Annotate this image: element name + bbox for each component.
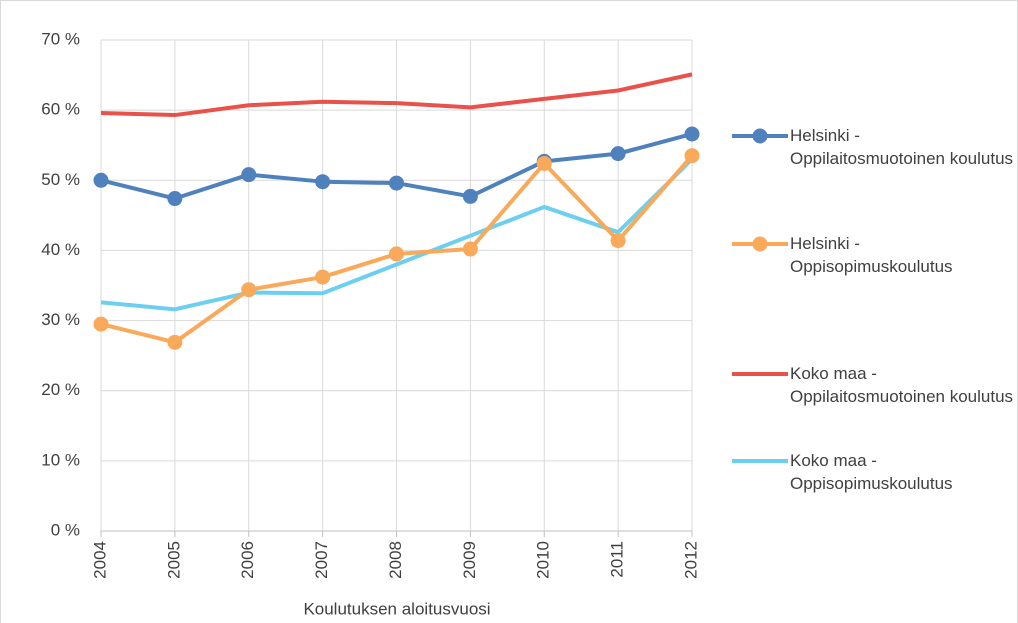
data-point [462, 241, 478, 257]
data-point [536, 155, 552, 171]
legend-label: Helsinki - Oppilaitosmuotoinen koulutus [790, 126, 1014, 168]
data-point [389, 246, 404, 262]
x-tick-label: 2012 [681, 541, 700, 579]
legend-swatch [732, 128, 788, 144]
legend-item: Koko maa - Oppisopimuskoulutus [730, 449, 1015, 495]
data-point [610, 146, 626, 162]
data-point [389, 175, 404, 191]
y-tick-label: 50 % [41, 170, 80, 189]
data-point [684, 148, 700, 164]
data-point [610, 233, 626, 249]
y-tick-label: 60 % [41, 100, 80, 119]
series-line [100, 72, 693, 118]
legend-label: Koko maa - Oppisopimuskoulutus [790, 451, 953, 493]
x-axis-title: Koulutuksen aloitusvuosi [303, 599, 490, 618]
y-tick-label: 30 % [41, 310, 80, 329]
y-tick-label: 10 % [41, 450, 80, 469]
x-tick-label: 2009 [460, 541, 479, 579]
data-point [241, 282, 257, 298]
legend-item: Helsinki - Oppilaitosmuotoinen koulutus [730, 124, 1015, 170]
data-point [684, 126, 700, 142]
legend-label: Koko maa - Oppilaitosmuotoinen koulutus [790, 364, 1014, 406]
data-point [315, 269, 331, 285]
data-point [93, 316, 109, 332]
legend-label: Helsinki - Oppisopimuskoulutus [790, 234, 953, 276]
legend-item: Helsinki - Oppisopimuskoulutus [730, 232, 1015, 278]
legend-marker [752, 128, 768, 144]
data-point [167, 191, 183, 207]
y-tick-label: 20 % [41, 380, 80, 399]
x-tick-label: 2004 [90, 541, 109, 579]
x-tick-label: 2010 [534, 541, 553, 579]
data-point [315, 174, 331, 190]
data-point [93, 172, 109, 188]
y-tick-label: 0 % [51, 520, 80, 539]
x-tick-label: 2006 [238, 541, 257, 579]
legend-item: Koko maa - Oppilaitosmuotoinen koulutus [730, 362, 1015, 408]
legend-swatch [732, 459, 788, 463]
data-point [462, 188, 478, 204]
x-tick-label: 2007 [312, 541, 331, 579]
x-tick-label: 2005 [164, 541, 183, 579]
x-tick-label: 2011 [608, 541, 627, 578]
x-tick-label: 2008 [386, 541, 405, 579]
legend-swatch [732, 236, 788, 252]
legend-swatch [732, 372, 788, 376]
legend-marker [752, 236, 768, 252]
data-point [241, 167, 257, 183]
y-tick-label: 70 % [41, 29, 80, 48]
y-tick-label: 40 % [41, 240, 80, 259]
data-point [167, 334, 183, 350]
series-line [100, 157, 694, 312]
